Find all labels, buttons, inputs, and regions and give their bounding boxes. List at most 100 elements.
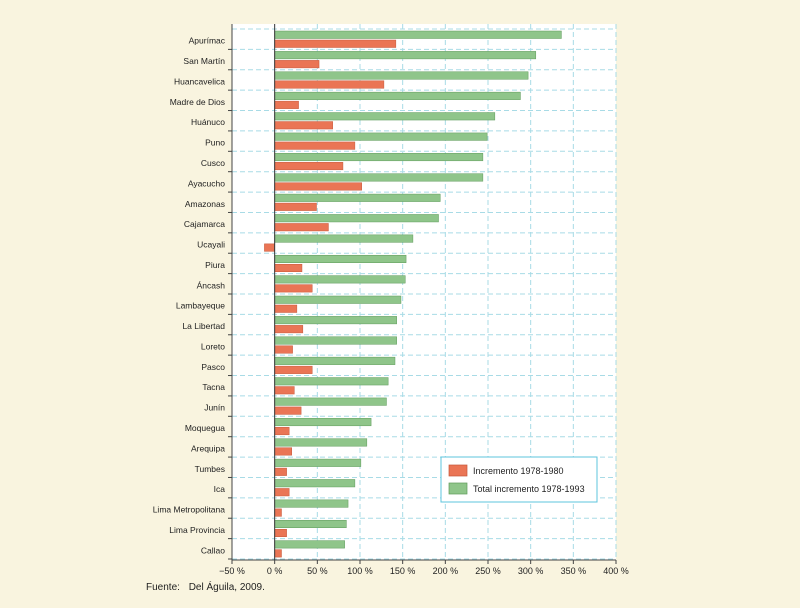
legend-swatch <box>448 464 468 477</box>
category-label: Lima Provincia <box>169 525 225 535</box>
bar-increment-4 <box>274 121 333 130</box>
x-tick-label: 350 % <box>561 566 587 576</box>
bar-increment-21 <box>274 467 287 476</box>
bar-increment-17 <box>274 386 295 395</box>
bar-increment-23 <box>274 508 282 517</box>
bar-total-18 <box>274 397 387 406</box>
bar-total-11 <box>274 254 407 263</box>
x-axis-ticks: −50 % 0 % 50 % 100 % 150 % 200 % 250 % 300 % 350… <box>219 560 629 576</box>
legend: Incremento 1978-1980 Total incremento 197… <box>440 456 598 503</box>
category-label: Ucayali <box>197 240 225 250</box>
bar-increment-24 <box>274 528 287 537</box>
bar-increment-0 <box>274 39 397 48</box>
bar-total-10 <box>274 234 414 243</box>
bar-total-14 <box>274 316 397 325</box>
category-label: Cajamarca <box>184 219 225 229</box>
bar-increment-1 <box>274 60 320 69</box>
category-label: Huancavelica <box>174 76 225 86</box>
bar-total-3 <box>274 91 521 100</box>
bar-total-8 <box>274 193 441 202</box>
bar-increment-14 <box>274 325 304 334</box>
bar-total-2 <box>274 71 529 80</box>
bar-total-22 <box>274 479 356 488</box>
bar-increment-5 <box>274 141 356 150</box>
bar-total-0 <box>274 30 562 39</box>
bar-total-16 <box>274 356 396 365</box>
category-label: Áncash <box>197 280 226 290</box>
bar-total-7 <box>274 173 484 182</box>
category-label: Huánuco <box>191 117 225 127</box>
bar-increment-16 <box>274 365 313 374</box>
category-label: Arequipa <box>191 443 225 453</box>
bar-total-4 <box>274 112 496 121</box>
bar-total-21 <box>274 458 362 467</box>
bar-total-20 <box>274 438 368 447</box>
x-tick-label: 50 % <box>307 566 328 576</box>
category-label: Cusco <box>201 158 225 168</box>
category-label: Amazonas <box>185 199 225 209</box>
bar-increment-3 <box>274 100 299 109</box>
bar-increment-20 <box>274 447 292 456</box>
bar-increment-11 <box>274 263 303 272</box>
bar-total-13 <box>274 295 402 304</box>
bars <box>264 30 562 558</box>
bar-total-12 <box>274 275 406 284</box>
category-label: Piura <box>205 260 225 270</box>
category-label: Tacna <box>202 382 225 392</box>
bar-increment-15 <box>274 345 293 354</box>
category-labels: Apurímac San Martín Huancavelica Madre de D… <box>153 36 232 560</box>
category-label: Apurímac <box>189 36 226 46</box>
x-tick-label: −50 % <box>219 566 245 576</box>
bar-total-9 <box>274 214 439 223</box>
category-label: Callao <box>201 545 225 555</box>
legend-label: Total incremento 1978-1993 <box>473 484 585 494</box>
bar-total-6 <box>274 153 484 162</box>
bar-total-24 <box>274 519 347 528</box>
legend-swatch <box>448 482 468 495</box>
bar-increment-6 <box>274 162 344 171</box>
bar-increment-22 <box>274 488 290 497</box>
bar-increment-9 <box>274 223 329 232</box>
category-label: Ica <box>214 484 226 494</box>
category-label: Junín <box>204 403 225 413</box>
x-tick-label: 250 % <box>475 566 501 576</box>
bar-increment-19 <box>274 427 290 436</box>
x-tick-label: 400 % <box>603 566 629 576</box>
x-tick-label: 100 % <box>347 566 373 576</box>
bar-total-5 <box>274 132 488 141</box>
bar-increment-8 <box>274 202 317 211</box>
category-label: Madre de Dios <box>170 97 225 107</box>
bar-total-1 <box>274 51 537 60</box>
bar-increment-13 <box>274 304 298 313</box>
bar-total-15 <box>274 336 397 345</box>
source-note: Fuente: Del Águila, 2009. <box>146 582 265 593</box>
category-label: Moquegua <box>185 423 225 433</box>
source-label: Fuente: <box>146 582 180 593</box>
legend-label: Incremento 1978-1980 <box>473 466 564 476</box>
bar-total-17 <box>274 377 389 386</box>
bar-increment-7 <box>274 182 362 191</box>
bar-increment-10 <box>264 243 275 252</box>
bar-total-23 <box>274 499 349 508</box>
category-label: San Martín <box>183 56 225 66</box>
bar-total-25 <box>274 540 345 549</box>
x-tick-label: 300 % <box>518 566 544 576</box>
category-label: Pasco <box>201 362 225 372</box>
bar-increment-12 <box>274 284 313 293</box>
category-label: Puno <box>205 138 225 148</box>
category-label: Lambayeque <box>176 301 225 311</box>
category-label: Ayacucho <box>188 178 225 188</box>
category-label: Tumbes <box>195 464 225 474</box>
category-label: La Libertad <box>182 321 225 331</box>
x-tick-label: 0 % <box>267 566 283 576</box>
category-label: Lima Metropolitana <box>153 505 226 515</box>
bar-increment-25 <box>274 549 282 558</box>
category-label: Loreto <box>201 341 225 351</box>
x-tick-label: 200 % <box>433 566 459 576</box>
legend-box <box>440 456 598 503</box>
source-text: Del Águila, 2009. <box>188 582 265 593</box>
x-tick-label: 150 % <box>390 566 416 576</box>
bar-total-19 <box>274 418 372 427</box>
bar-increment-2 <box>274 80 385 89</box>
